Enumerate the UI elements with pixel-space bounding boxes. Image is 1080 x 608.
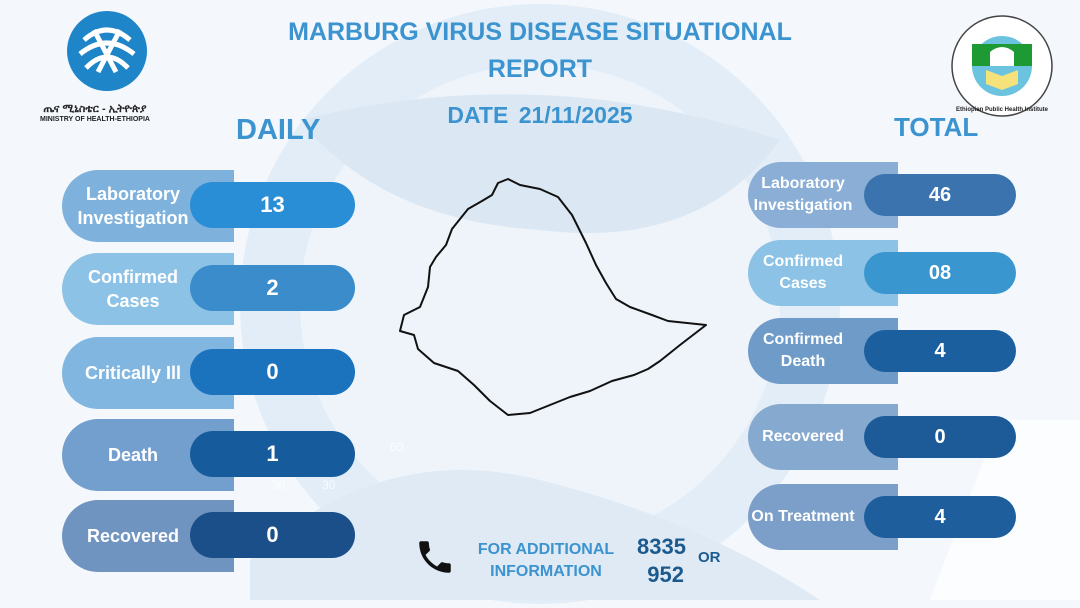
ethiopia-map: [399, 178, 707, 416]
report-date: DATE 21/11/2025: [447, 102, 633, 128]
contact-line-2: INFORMATION: [490, 563, 602, 580]
phone-number-2: 952: [647, 562, 684, 587]
total-stat-value: 4: [864, 330, 1016, 372]
daily-stat-value: 2: [190, 265, 355, 311]
contact-text: FOR ADDITIONAL INFORMATION: [472, 539, 620, 583]
svg-text:Ethiopian Public Health Instit: Ethiopian Public Health Institute: [956, 107, 1049, 113]
stray-label: 60: [390, 440, 404, 454]
daily-stat-label: Recovered: [62, 500, 234, 572]
moh-amharic-text: ጤና ሚኒስቴር - ኢትዮጵያ: [43, 103, 147, 115]
ephi-logo: Ethiopian Public Health Institute: [951, 15, 1053, 117]
contact-line-1: FOR ADDITIONAL: [477, 541, 615, 558]
or-text: OR: [698, 549, 721, 566]
total-stat-label: Recovered: [748, 404, 898, 470]
report-title: MARBURG VIRUS DISEASE SITUATIONAL REPORT: [288, 18, 792, 83]
moh-logo: ጤና ሚኒስቴር - ኢትዮጵያ MINISTRY OF HEALTH-ETHI…: [30, 10, 160, 123]
total-stat-value: 08: [864, 252, 1016, 294]
daily-stat-value: 0: [190, 349, 355, 395]
moh-english-text: MINISTRY OF HEALTH-ETHIOPIA: [40, 116, 150, 123]
daily-stat-value: 13: [190, 182, 355, 228]
stray-label: 30: [322, 478, 336, 492]
total-stat-value: 46: [864, 174, 1016, 216]
total-stat-label: On Treatment: [748, 484, 898, 550]
phone-number-1: 8335: [637, 534, 686, 559]
daily-heading: DAILY: [236, 114, 321, 146]
stray-label: 30: [272, 478, 286, 492]
daily-stat-value: 1: [190, 431, 355, 477]
total-stat-value: 0: [864, 416, 1016, 458]
total-stat-value: 4: [864, 496, 1016, 538]
daily-stat-value: 0: [190, 512, 355, 558]
total-heading: TOTAL: [894, 112, 979, 142]
moh-emblem-icon: [67, 11, 147, 91]
phone-icon: [419, 541, 451, 573]
